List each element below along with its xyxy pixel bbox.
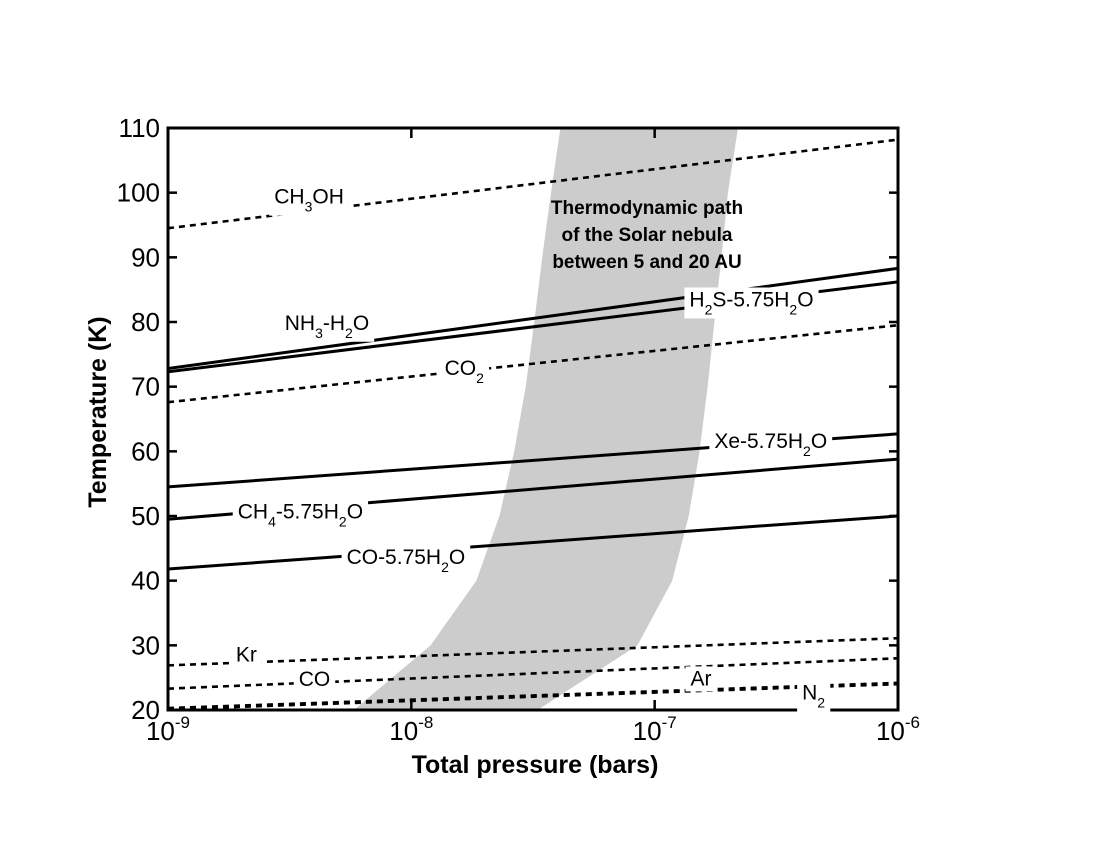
series-label-Xe-5.75H2O: Xe-5.75H2O — [709, 429, 833, 461]
y-tick-label: 80 — [131, 307, 160, 337]
y-tick-label: 50 — [131, 501, 160, 531]
y-tick-label: 60 — [131, 436, 160, 466]
series-label-text: N2 — [802, 682, 825, 711]
series-label-NH3-H2O: NH3-H2O — [279, 310, 375, 342]
series-label-H2S-5.75H2O: H2S-5.75H2O — [684, 287, 819, 319]
solar-nebula-band — [353, 128, 738, 710]
band-label-line: of the Solar nebula — [561, 225, 732, 246]
series-label-text: CO — [299, 668, 331, 691]
series-label-bg — [685, 666, 717, 692]
axis-ticks: 20 30 40 50 60 70 80 90 100 110 10-9 10-8 10-7 10-6 — [117, 113, 920, 746]
series-line-CO-5.75H2O — [168, 514, 898, 571]
series-label-text: CO-5.75H2O — [347, 546, 466, 575]
series-label-text: Ar — [690, 667, 711, 690]
series-label-N2: N2 — [797, 680, 831, 712]
series-label-bg — [269, 184, 349, 216]
band-area — [353, 128, 738, 710]
series-line-N2 — [168, 682, 898, 710]
y-tick-label: 110 — [119, 113, 160, 143]
series-label-bg — [684, 287, 819, 319]
series-label-bg — [709, 429, 833, 461]
x-tick-label: 10-9 — [146, 713, 190, 746]
x-tick-label: 10-8 — [389, 713, 433, 746]
series-label-Ar: Ar — [685, 666, 717, 692]
y-tick-label: 30 — [131, 630, 160, 660]
x-tick-label: 10-6 — [876, 713, 920, 746]
series-line-CO — [168, 656, 898, 690]
series-label-bg — [341, 544, 471, 576]
series-labels: CH3OH NH3-H2O H2S-5.75H2O CO2 Xe-5.75H2O CH4-… — [230, 184, 833, 712]
series-label-text: CH3OH — [274, 186, 344, 215]
series-label-CO-5.75H2O: CO-5.75H2O — [341, 544, 471, 576]
band-label-line: Thermodynamic path — [551, 198, 743, 219]
plot-border — [166, 126, 900, 712]
y-tick-label: 90 — [131, 242, 160, 272]
series-label-bg — [439, 356, 490, 388]
series-label-bg — [230, 642, 262, 668]
series-label-CO: CO — [293, 667, 336, 693]
series-label-bg — [293, 667, 336, 693]
series-label-CO2: CO2 — [439, 356, 490, 388]
series-line-NH3-H2O — [168, 266, 898, 371]
series-label-bg — [232, 499, 369, 531]
series-line-CO2 — [168, 323, 898, 404]
series-line-Kr — [168, 636, 898, 667]
series-label-bg — [279, 310, 375, 342]
series-label-text: Kr — [236, 644, 257, 667]
y-tick-label: 70 — [131, 372, 160, 402]
series-label-text: Xe-5.75H2O — [714, 430, 827, 459]
y-tick-label: 40 — [131, 566, 160, 596]
plot-frame — [166, 126, 900, 712]
band-label: Thermodynamic path of the Solar nebula bet… — [551, 198, 743, 273]
series-label-Kr: Kr — [230, 642, 262, 668]
y-tick-label: 20 — [131, 695, 160, 725]
series-label-text: CH4-5.75H2O — [238, 501, 363, 530]
series-label-CH4-5.75H2O: CH4-5.75H2O — [232, 499, 369, 531]
series-label-CH3OH: CH3OH — [269, 184, 349, 216]
series-label-text: NH3-H2O — [285, 312, 369, 341]
series-label-text: H2S-5.75H2O — [689, 288, 813, 317]
series-label-text: CO2 — [445, 357, 485, 386]
y-axis-label: Temperature (K) — [84, 316, 112, 507]
band-label-line: between 5 and 20 AU — [552, 252, 741, 273]
y-tick-label: 100 — [117, 178, 160, 208]
x-axis-label: Total pressure (bars) — [412, 751, 659, 779]
x-tick-label: 10-7 — [633, 713, 677, 746]
series-label-bg — [797, 680, 831, 712]
